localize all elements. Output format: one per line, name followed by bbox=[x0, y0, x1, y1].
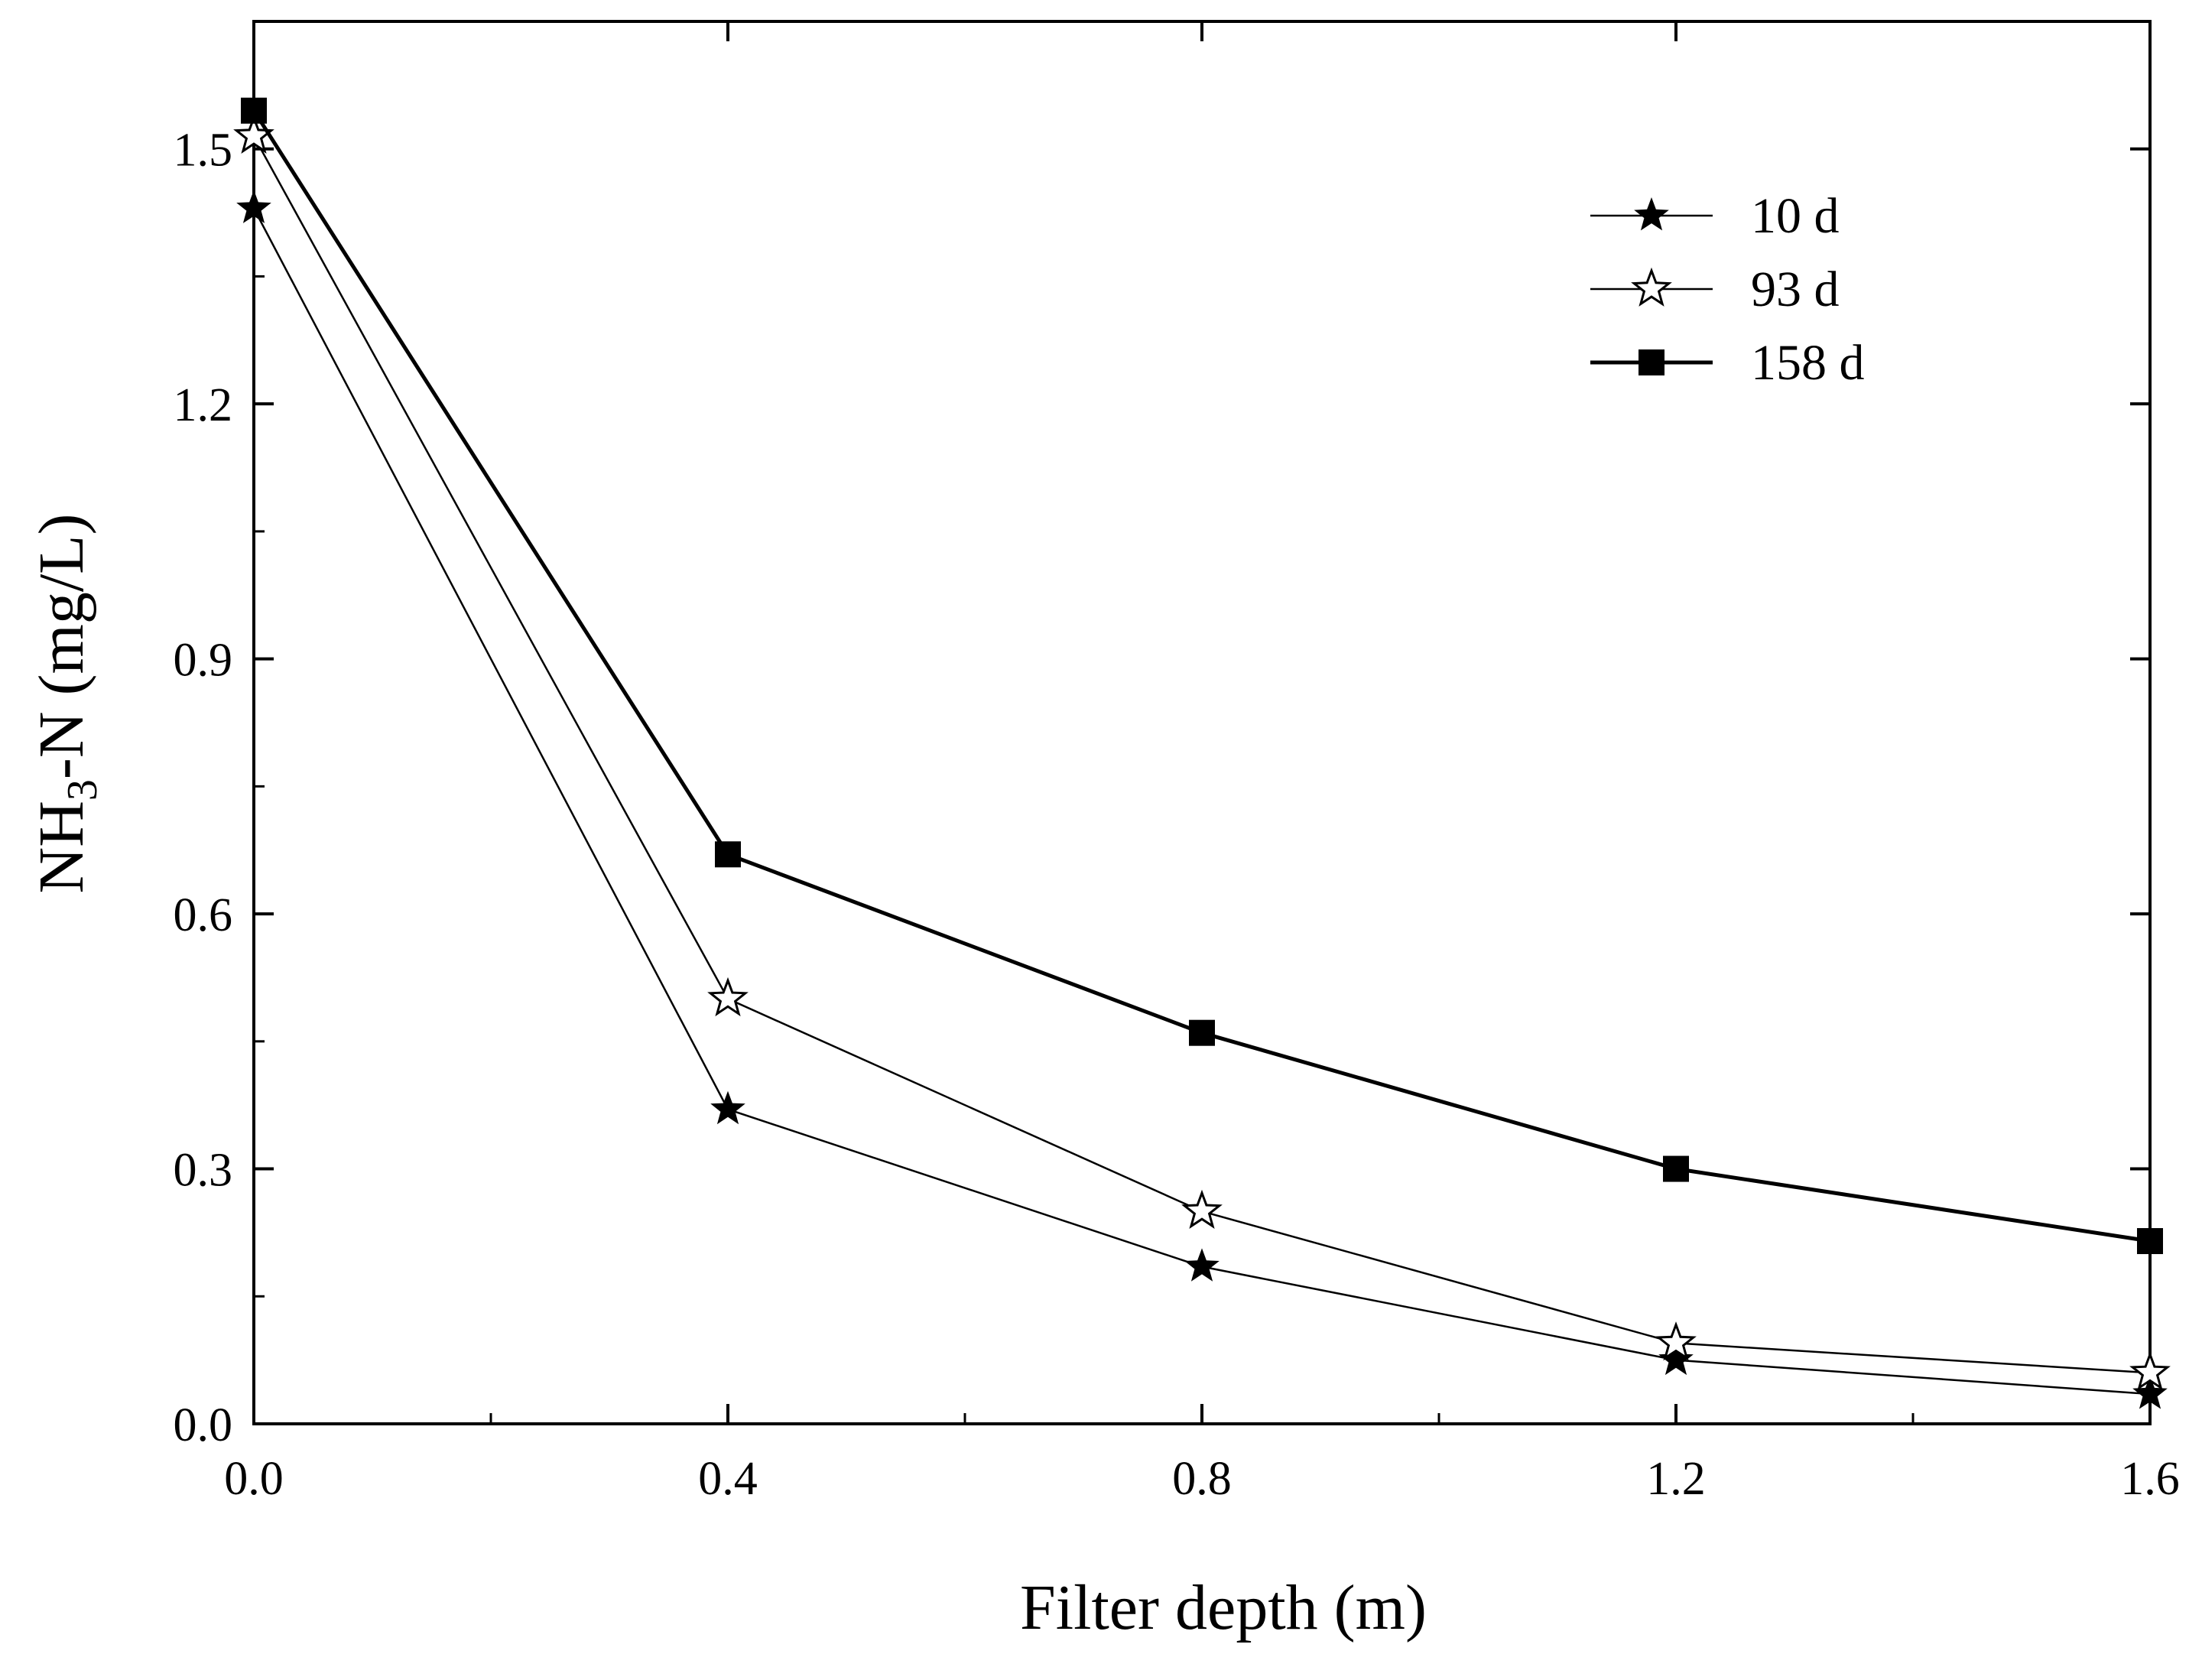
y-axis-title-rest: -N (mg/L) bbox=[26, 514, 97, 780]
data-point-marker bbox=[2132, 1376, 2168, 1409]
legend-entry: 158 d bbox=[1590, 335, 1865, 391]
x-tick-label: 0.8 bbox=[1172, 1453, 1232, 1505]
data-point-marker bbox=[1655, 1321, 1697, 1361]
data-point-marker bbox=[1189, 1019, 1215, 1046]
data-point-marker bbox=[241, 97, 267, 124]
series-1 bbox=[236, 190, 2168, 1409]
legend-label: 93 d bbox=[1751, 262, 1840, 317]
data-point-marker bbox=[710, 1090, 745, 1125]
legend-marker bbox=[1634, 197, 1669, 231]
y-tick-label: 0.9 bbox=[174, 635, 233, 687]
legend-entry: 10 d bbox=[1590, 188, 1840, 244]
series-3 bbox=[241, 97, 2163, 1255]
data-point-marker bbox=[707, 976, 749, 1017]
y-tick-label: 0.6 bbox=[174, 889, 233, 941]
y-axis-title-main: NH bbox=[26, 801, 97, 893]
data-point-marker bbox=[715, 841, 741, 868]
y-axis-title: NH3-N (mg/L) bbox=[26, 514, 106, 894]
series-line bbox=[252, 109, 2151, 1243]
x-tick-label: 1.6 bbox=[2120, 1453, 2180, 1505]
legend-marker bbox=[1631, 267, 1672, 307]
x-tick-label: 1.2 bbox=[1646, 1453, 1706, 1505]
legend: 10 d 93 d 158 d bbox=[1590, 188, 1865, 391]
data-point-marker bbox=[1663, 1155, 1689, 1182]
legend-label: 10 d bbox=[1751, 188, 1840, 244]
data-point-marker bbox=[1658, 1341, 1694, 1376]
x-axis-title: Filter depth (m) bbox=[1020, 1572, 1427, 1643]
legend-entry: 93 d bbox=[1590, 262, 1840, 317]
data-point-marker bbox=[2129, 1350, 2171, 1391]
data-point-marker bbox=[236, 190, 271, 223]
x-tick-label: 0.0 bbox=[224, 1453, 284, 1505]
y-tick-label: 1.5 bbox=[174, 125, 233, 177]
y-tick-label: 0.3 bbox=[174, 1145, 233, 1197]
data-point-marker bbox=[1184, 1248, 1220, 1282]
legend-marker bbox=[1639, 349, 1664, 375]
x-tick-label: 0.4 bbox=[698, 1453, 758, 1505]
y-tick-label: 1.2 bbox=[174, 379, 233, 431]
data-point-marker bbox=[2137, 1228, 2163, 1255]
series-2 bbox=[233, 114, 2171, 1391]
y-axis-title-subscript: 3 bbox=[59, 779, 106, 801]
legend-label: 158 d bbox=[1751, 335, 1865, 391]
series-line bbox=[252, 135, 2151, 1374]
axes: 0.0 0.4 0.8 1.2 1.6 0.0 0.3 0.6 0.9 1.2 1.5 bbox=[174, 20, 2180, 1505]
series-layer bbox=[233, 97, 2171, 1409]
data-point-marker bbox=[1181, 1189, 1223, 1229]
y-tick-label: 0.0 bbox=[174, 1399, 233, 1451]
